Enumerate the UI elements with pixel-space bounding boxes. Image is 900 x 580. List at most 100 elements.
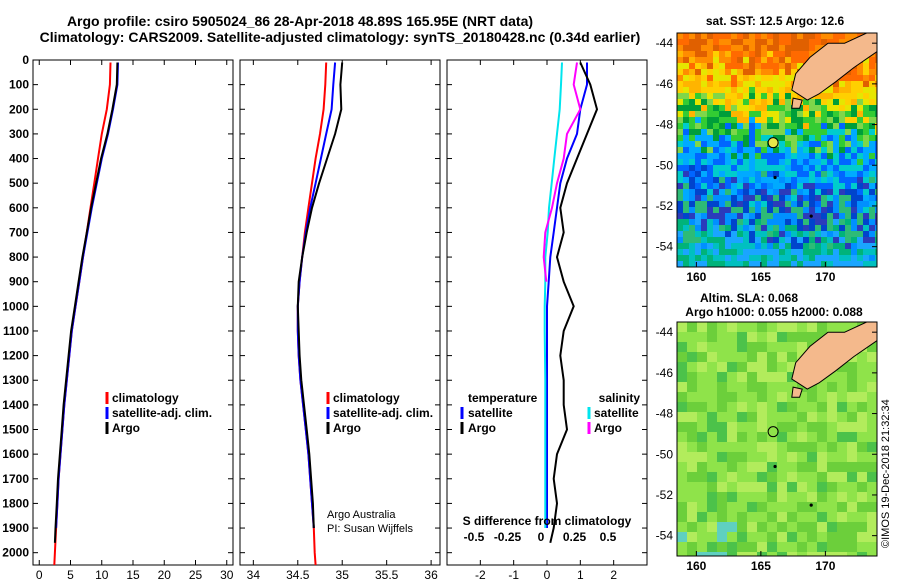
map-cell: [847, 412, 857, 422]
map-cell: [791, 63, 797, 69]
map-cell: [807, 502, 817, 512]
map-cell: [875, 87, 877, 93]
map-cell: [743, 153, 749, 159]
map-cell: [851, 201, 857, 207]
map-cell: [687, 422, 697, 432]
map-cell: [817, 322, 827, 332]
map-cell: [713, 159, 719, 165]
map-cell: [737, 117, 743, 123]
map-cell: [875, 123, 877, 129]
map-cell: [725, 147, 731, 153]
map-cell: [779, 225, 785, 231]
map-cell: [767, 201, 773, 207]
map-cell: [791, 129, 797, 135]
map-cell: [737, 352, 747, 362]
map-cell: [737, 159, 743, 165]
map-cell: [687, 412, 697, 422]
map-cell: [719, 177, 725, 183]
map-cell: [701, 57, 707, 63]
map-cell: [815, 99, 821, 105]
map-cell: [719, 165, 725, 171]
map-cell: [677, 512, 687, 522]
map-cell: [683, 261, 689, 267]
map-cell: [773, 255, 779, 261]
map-cell: [717, 392, 727, 402]
map-y-tick-label: -46: [656, 77, 674, 91]
map-cell: [867, 412, 877, 422]
map-cell: [731, 153, 737, 159]
map-cell: [773, 171, 779, 177]
difference-panel: -2-1012T difference from climatology-0.5…: [446, 59, 648, 580]
map-cell: [875, 159, 877, 165]
map-cell: [731, 159, 737, 165]
map-cell: [863, 231, 869, 237]
map-cell: [785, 147, 791, 153]
map-cell: [857, 462, 867, 472]
map-cell: [725, 213, 731, 219]
map-cell: [725, 123, 731, 129]
map-cell: [863, 111, 869, 117]
map-cell: [821, 33, 827, 39]
map-cell: [743, 261, 749, 267]
map-cell: [697, 332, 707, 342]
map-cell: [689, 237, 695, 243]
map-cell: [773, 33, 779, 39]
map-cell: [833, 255, 839, 261]
map-cell: [677, 472, 687, 482]
map-cell: [815, 261, 821, 267]
map-cell: [797, 165, 803, 171]
legend-left-label-1: Argo: [468, 421, 496, 435]
map-y-tick-label: -44: [656, 36, 674, 50]
map-cell: [803, 213, 809, 219]
map-cell: [815, 249, 821, 255]
map-cell: [719, 231, 725, 237]
map-cell: [687, 372, 697, 382]
map-cell: [713, 219, 719, 225]
map-cell: [803, 261, 809, 267]
map-cell: [847, 472, 857, 482]
map-cell: [869, 183, 875, 189]
map-cell: [731, 261, 737, 267]
map-cell: [791, 93, 797, 99]
map-cell: [707, 225, 713, 231]
map-cell: [727, 402, 737, 412]
map-cell: [767, 243, 773, 249]
map-cell: [767, 87, 773, 93]
map-cell: [797, 231, 803, 237]
map-cell: [867, 552, 877, 556]
map-cell: [821, 249, 827, 255]
map-cell: [737, 332, 747, 342]
map-cell: [827, 243, 833, 249]
map-cell: [749, 189, 755, 195]
map-cell: [807, 332, 817, 342]
map-cell: [701, 207, 707, 213]
map-cell: [785, 87, 791, 93]
y-tick-label: 1800: [2, 496, 29, 510]
map-cell: [827, 472, 837, 482]
map-cell: [749, 147, 755, 153]
map-cell: [707, 219, 713, 225]
map-cell: [845, 201, 851, 207]
sst-map-title: sat. SST: 12.5 Argo: 12.6: [706, 14, 845, 28]
map-cell: [827, 462, 837, 472]
map-cell: [687, 542, 697, 552]
map-cell: [707, 189, 713, 195]
map-cell: [713, 165, 719, 171]
map-x-tick-label: 165: [751, 559, 771, 573]
map-cell: [807, 512, 817, 522]
map-cell: [727, 472, 737, 482]
map-cell: [857, 225, 863, 231]
map-cell: [773, 207, 779, 213]
map-cell: [719, 261, 725, 267]
y-tick-label: 1600: [2, 447, 29, 461]
map-cell: [869, 111, 875, 117]
map-cell: [827, 542, 837, 552]
map-cell: [695, 171, 701, 177]
map-cell: [743, 201, 749, 207]
map-cell: [837, 482, 847, 492]
map-cell: [713, 201, 719, 207]
map-cell: [747, 472, 757, 482]
map-cell: [707, 123, 713, 129]
map-cell: [695, 81, 701, 87]
map-cell: [827, 322, 837, 332]
